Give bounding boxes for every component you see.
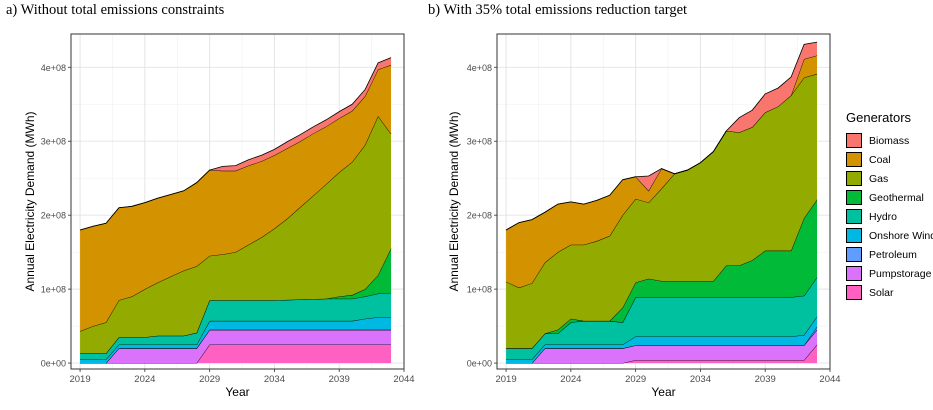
y-tick-label: 4e+08 (41, 63, 66, 73)
legend-item: Coal (846, 150, 933, 169)
panel-a-title: a) Without total emissions constraints (6, 2, 225, 18)
legend-label: Gas (869, 172, 889, 185)
y-tick-label: 2e+08 (467, 211, 492, 221)
legend-swatch (846, 266, 862, 281)
legend-label: Petroleum (869, 248, 917, 261)
area-biomass-outline (505, 41, 818, 231)
x-tick-label: 2039 (755, 374, 776, 385)
x-tick-label: 2039 (329, 374, 350, 385)
panel-b-plot: 0e+00 1e+08 2e+08 3e+08 4e+08 2019 2024 2029 203… (447, 33, 841, 399)
legend-swatch (846, 171, 862, 186)
x-tick-label: 2024 (560, 374, 581, 385)
legend-label: Biomass (869, 134, 910, 147)
legend-item: Geothermal (846, 188, 933, 207)
y-axis-title: Annual Electricity Demand (MWh) (447, 111, 461, 291)
y-tick-label: 4e+08 (467, 63, 492, 73)
area-gas (506, 73, 818, 349)
legend-item: Gas (846, 169, 933, 188)
legend-label: Solar (869, 286, 894, 299)
y-tick-label: 3e+08 (467, 137, 492, 147)
legend-item: Onshore Wind (846, 226, 933, 245)
area-coal (80, 65, 392, 332)
x-axis-title: Year (225, 385, 249, 399)
legend-items: Biomass Coal Gas Geothermal Hydro Onshore Win… (846, 131, 933, 302)
legend-swatch (846, 247, 862, 262)
y-tick-label: 1e+08 (467, 285, 492, 295)
legend-label: Geothermal (869, 191, 924, 204)
legend-item: Petroleum (846, 245, 933, 264)
legend-item: Biomass (846, 131, 933, 150)
area-hydro (506, 277, 818, 360)
legend-swatch (846, 190, 862, 205)
y-tick-label: 3e+08 (41, 137, 66, 147)
x-tick-label: 2024 (134, 374, 155, 385)
x-tick-label: 2019 (495, 374, 516, 385)
x-tick-label: 2029 (625, 374, 646, 385)
legend: Generators Biomass Coal Gas Geothermal Hydro… (846, 110, 933, 302)
panel-a-plot: 0e+00 1e+08 2e+08 3e+08 4e+08 2019 2024 2029 203… (23, 33, 415, 399)
legend-label: Pumpstorage (869, 267, 932, 280)
x-tick-label: 2029 (199, 374, 220, 385)
x-tick-label: 2044 (819, 374, 840, 385)
legend-swatch (846, 152, 862, 167)
legend-item: Hydro (846, 207, 933, 226)
area-geothermal (506, 199, 818, 349)
x-tick-label: 2034 (690, 374, 711, 385)
area-biomass-outline (79, 57, 392, 231)
legend-swatch (846, 285, 862, 300)
y-tick-label: 0e+00 (41, 359, 66, 369)
area-hydro (80, 292, 392, 360)
area-pumpstorage (80, 329, 392, 364)
plot-border (70, 33, 405, 370)
area-solar (80, 344, 392, 364)
x-tick-label: 2044 (393, 374, 414, 385)
legend-item: Pumpstorage (846, 264, 933, 283)
legend-label: Onshore Wind (869, 229, 933, 242)
x-tick-label: 2034 (264, 374, 285, 385)
area-coal (506, 55, 818, 288)
legend-swatch (846, 209, 862, 224)
area-solar (506, 344, 818, 364)
legend-item: Solar (846, 283, 933, 302)
x-tick-label: 2019 (69, 374, 90, 385)
y-tick-label: 1e+08 (41, 285, 66, 295)
y-axis-title: Annual Electricity Demand (MWh) (23, 111, 37, 291)
area-onshore-wind (506, 316, 818, 364)
y-tick-label: 2e+08 (41, 211, 66, 221)
area-pumpstorage (506, 329, 818, 364)
panel-b-title: b) With 35% total emissions reduction ta… (428, 2, 688, 18)
area-onshore-wind (80, 317, 392, 364)
y-tick-label: 0e+00 (467, 359, 492, 369)
legend-label: Coal (869, 153, 891, 166)
area-gas (80, 116, 392, 354)
legend-title: Generators (846, 110, 912, 125)
legend-label: Hydro (869, 210, 898, 223)
legend-swatch (846, 228, 862, 243)
plot-border (496, 33, 831, 370)
x-axis-title: Year (651, 385, 675, 399)
legend-swatch (846, 133, 862, 148)
